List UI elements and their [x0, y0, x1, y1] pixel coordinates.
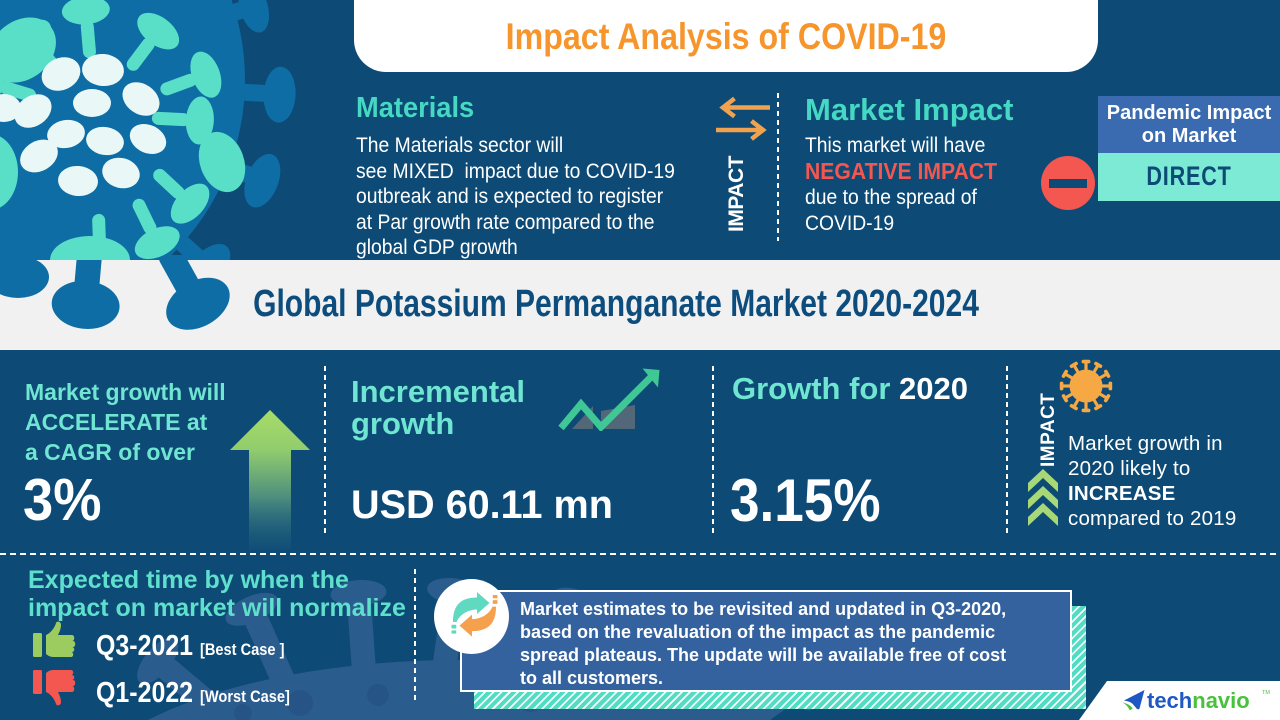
svg-text:technavio: technavio [1147, 688, 1250, 713]
svg-text:TM: TM [1262, 690, 1270, 696]
